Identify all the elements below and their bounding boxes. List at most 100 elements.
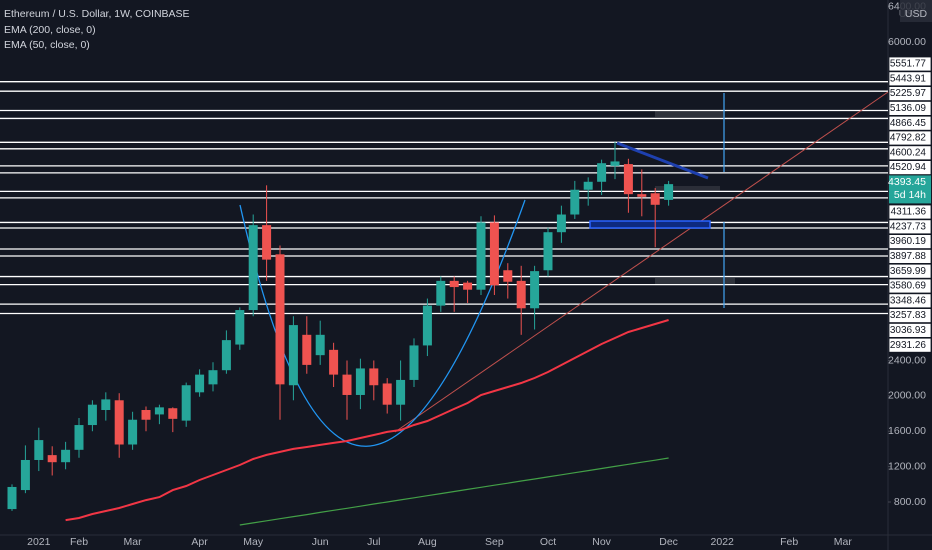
candle-body: [87, 404, 97, 426]
level-label-box: [888, 263, 932, 279]
current-price-box: [889, 175, 931, 204]
level-label-box: [888, 86, 932, 101]
x-tick-label: 2021: [27, 536, 51, 548]
y-tick-label: 6000.00: [888, 36, 926, 48]
trend-line: [394, 91, 889, 433]
level-label: 5443.91: [890, 73, 927, 84]
candle-body: [302, 334, 312, 365]
candle-body: [74, 425, 84, 450]
ema-line: [65, 319, 669, 522]
level-label: 3257.83: [890, 310, 927, 321]
zone: [655, 110, 725, 117]
level-label-box: [888, 145, 932, 161]
level-label-box: [888, 308, 932, 324]
x-tick-label: Dec: [659, 536, 678, 548]
candle-body: [61, 449, 71, 463]
x-tick-label: Nov: [592, 536, 611, 548]
candle-body: [195, 374, 205, 393]
level-label-box: [888, 322, 932, 338]
level-label-box: [888, 101, 932, 116]
candle-body: [637, 194, 647, 197]
candle-body: [262, 225, 272, 260]
x-tick-label: Aug: [418, 536, 437, 548]
y-tick-label: 800.00: [894, 496, 926, 508]
candle-body: [530, 271, 540, 309]
zone: [655, 278, 735, 285]
x-tick-label: Sep: [485, 536, 504, 548]
drawings: [239, 91, 889, 447]
x-tick-label: Apr: [191, 536, 208, 548]
candle-body: [503, 270, 513, 282]
level-label: 3897.88: [890, 251, 927, 262]
level-label: 3659.99: [890, 266, 927, 277]
candle-body: [7, 486, 17, 510]
candle-body: [476, 222, 486, 290]
level-label: 5551.77: [890, 59, 927, 70]
candle-body: [275, 254, 285, 385]
candle-body: [409, 345, 419, 380]
candle-body: [154, 407, 164, 415]
candle-body: [570, 189, 580, 215]
candle-body: [543, 232, 553, 271]
legend-entry: EMA (50, close, 0): [4, 39, 90, 51]
candle-body: [516, 280, 526, 309]
y-tick-label: 1200.00: [888, 460, 926, 472]
level-label: 3348.46: [890, 295, 927, 306]
level-label-box: [888, 204, 932, 220]
curve: [239, 199, 526, 447]
candle-body: [422, 305, 432, 346]
x-tick-label: 2022: [711, 536, 735, 548]
level-label-box: [888, 130, 932, 146]
x-tick-label: Jul: [367, 536, 380, 548]
candle-body: [382, 383, 392, 405]
level-label: 4520.94: [890, 162, 927, 173]
candle-body: [221, 340, 231, 371]
candle-body: [34, 440, 44, 460]
level-label: 4600.24: [890, 147, 927, 158]
candle-body: [288, 325, 298, 386]
level-label: 3960.19: [890, 236, 927, 247]
candle-body: [436, 280, 446, 306]
level-label: 4311.36: [891, 207, 927, 218]
x-tick-label: Oct: [540, 536, 556, 548]
level-label-box: [888, 337, 932, 353]
candle-body: [141, 410, 151, 420]
range-box: [589, 220, 711, 229]
candle-body: [342, 374, 352, 395]
y-axis-label: USD: [905, 8, 928, 20]
candle-body: [463, 282, 473, 290]
level-label: 3580.69: [890, 281, 927, 292]
candle-body: [20, 459, 30, 491]
level-label-box: [888, 234, 932, 250]
candle-body: [235, 310, 245, 345]
ema-line: [239, 457, 669, 526]
candle-body: [208, 370, 218, 385]
candle-body: [556, 214, 566, 233]
x-tick-label: May: [243, 536, 264, 548]
level-label-box: [888, 115, 932, 131]
candle-body: [597, 163, 607, 182]
axis-corner: [900, 0, 932, 22]
candle-body: [168, 408, 178, 419]
level-label-box: [888, 71, 932, 87]
x-tick-label: Jun: [312, 536, 329, 548]
y-tick-label: 2000.00: [888, 390, 926, 402]
level-label-box: [888, 293, 932, 309]
candle-body: [47, 455, 57, 463]
candle-body: [128, 419, 138, 445]
trend-line: [616, 141, 709, 180]
y-tick-label: 1600.00: [888, 425, 926, 437]
candle-body: [396, 379, 406, 405]
candle-body: [489, 222, 499, 286]
level-label-box: [888, 248, 932, 264]
level-label: 5225.97: [890, 88, 927, 99]
y-tick-label: 2400.00: [888, 354, 926, 366]
x-tick-label: Mar: [834, 536, 853, 548]
candle-body: [329, 349, 339, 375]
level-label-box: [888, 56, 932, 72]
level-label: 3036.93: [890, 325, 927, 336]
x-tick-label: Feb: [70, 536, 88, 548]
level-label-box: [888, 278, 932, 294]
candle-body: [248, 225, 258, 311]
chart-title: Ethereum / U.S. Dollar, 1W, COINBASE: [4, 8, 190, 20]
